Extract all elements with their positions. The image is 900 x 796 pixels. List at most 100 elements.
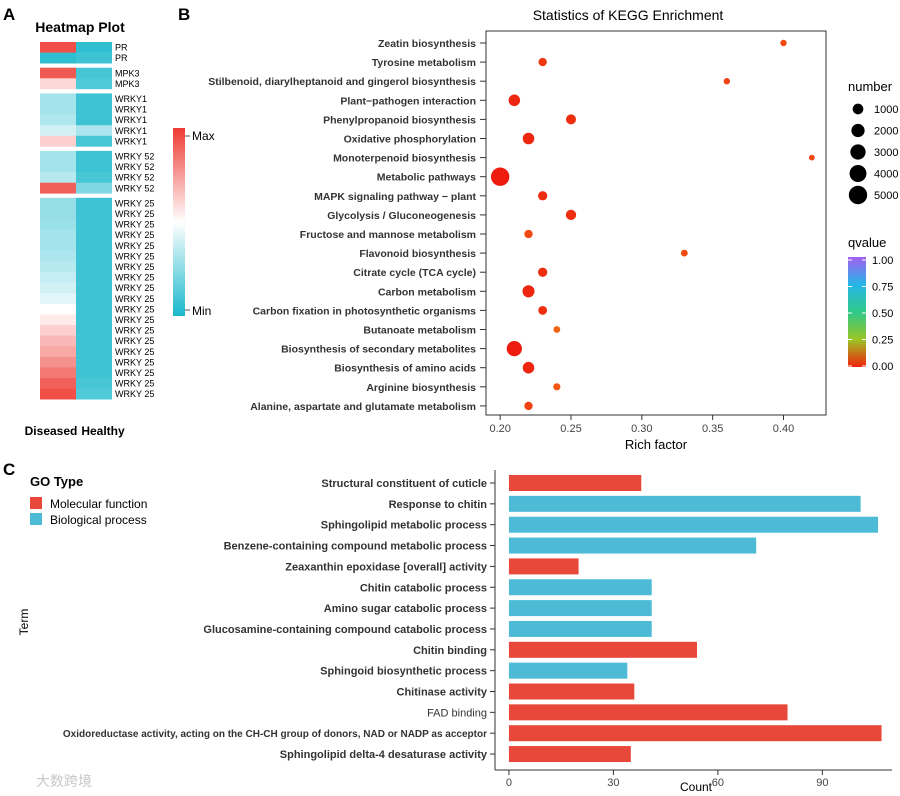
kegg-point (522, 285, 535, 298)
panel-label-b: B (178, 5, 190, 24)
heatmap-row-label: WRKY 52 (115, 173, 154, 183)
heatmap-cell (40, 388, 76, 400)
go-bar (508, 516, 879, 533)
heatmap-cell (76, 356, 112, 368)
kegg-point (780, 39, 787, 47)
heatmap-row-label: WRKY1 (115, 126, 147, 136)
kegg-pathway-label: Fructose and mannose metabolism (300, 229, 476, 241)
kegg-point (524, 229, 533, 239)
heatmap-cell (76, 250, 112, 262)
go-term-labels: Structural constituent of cuticle Respons… (63, 478, 495, 761)
heatmap-row-label: WRKY 25 (115, 304, 154, 314)
heatmap-cell (40, 250, 76, 262)
heatmap-cell (40, 367, 76, 379)
go-x-tick-label: 60 (712, 777, 724, 789)
kegg-x-tick-label: 0.35 (702, 423, 723, 435)
heatmap-cell (76, 172, 112, 183)
panel-label-a: A (3, 5, 15, 24)
heatmap-column-label-healthy: Healthy (81, 424, 125, 438)
go-bar (508, 725, 882, 742)
heatmap-key-min-label: Min (192, 304, 211, 318)
kegg-pathway-label: Flavonoid biosynthesis (359, 248, 476, 260)
heatmap-cell (76, 219, 112, 230)
heatmap-cell (40, 272, 76, 283)
kegg-pathway-label: Tyrosine metabolism (372, 57, 476, 69)
heatmap-row-label: WRKY 25 (115, 230, 154, 240)
kegg-pathway-label: Oxidative phosphorylation (344, 134, 476, 146)
kegg-pathway-label: Carbon metabolism (378, 286, 476, 298)
panel-label-c: C (3, 460, 15, 479)
heatmap-cell (40, 150, 76, 162)
go-y-axis-title: Term (17, 609, 31, 636)
heatmap-cell (76, 272, 112, 283)
heatmap-cell (76, 378, 112, 389)
go-bar (508, 537, 757, 554)
heatmap-row-labels: PRPRMPK3MPK3WRKY1WRKY1WRKY1WRKY1WRKY1WRK… (115, 43, 154, 400)
heatmap-cell (40, 229, 76, 241)
heatmap-row-label: WRKY 25 (115, 241, 154, 251)
heatmap-row-label: WRKY1 (115, 136, 147, 146)
heatmap-row-label: WRKY 25 (115, 368, 154, 378)
heatmap-cell (40, 42, 76, 53)
kegg-pathway-label: Citrate cycle (TCA cycle) (353, 267, 476, 279)
kegg-point (524, 401, 533, 411)
heatmap-row-label: WRKY1 (115, 94, 147, 104)
qvalue-tick-label: 0.75 (872, 282, 893, 294)
go-legend-label-biological: Biological process (50, 513, 147, 527)
go-term-label: Oxidoreductase activity, acting on the C… (63, 729, 487, 740)
heatmap-row-label: WRKY 25 (115, 389, 154, 399)
go-bar (508, 620, 652, 637)
go-term-label: Chitinase activity (397, 687, 488, 699)
heatmap-row-label: WRKY 52 (115, 162, 154, 172)
kegg-point (538, 267, 548, 277)
heatmap-row-label: WRKY 52 (115, 183, 154, 193)
kegg-pathway-label: Alanine, aspartate and glutamate metabol… (250, 401, 476, 413)
go-term-label: Sphingolipid metabolic process (321, 520, 487, 532)
go-legend-swatch-biological (30, 513, 42, 525)
kegg-pathway-label: Stilbenoid, diarylheptanoid and gingerol… (208, 76, 476, 88)
go-bar (508, 495, 861, 512)
heatmap-cell (40, 125, 76, 137)
heatmap-row-label: WRKY 25 (115, 294, 154, 304)
kegg-point (565, 209, 577, 221)
heatmap-cell (40, 325, 76, 336)
go-bar (508, 641, 697, 658)
size-legend-dot (851, 123, 865, 138)
heatmap-row-label: MPK3 (115, 79, 140, 89)
kegg-point (522, 132, 535, 145)
heatmap-cell (76, 229, 112, 241)
kegg-pathway-label: Zeatin biosynthesis (378, 38, 476, 50)
heatmap-cell (40, 52, 76, 64)
go-x-axis-title: Count (680, 780, 713, 794)
heatmap-row-label: WRKY 25 (115, 220, 154, 230)
heatmap-cell (76, 182, 112, 194)
go-terms-chart: GO Type Molecular function Biological pr… (17, 470, 892, 794)
kegg-point (808, 154, 815, 161)
heatmap-cell (76, 67, 112, 79)
heatmap-cell (76, 150, 112, 162)
heatmap-cell (40, 261, 76, 273)
kegg-point (538, 305, 548, 315)
heatmap-cell (76, 161, 112, 173)
go-bar (508, 704, 788, 721)
heatmap-cell (76, 52, 112, 64)
heatmap-column-label-diseased: Diseased (25, 424, 78, 438)
go-x-tick-label: 30 (607, 777, 619, 789)
heatmap-row-label: WRKY1 (115, 115, 147, 125)
go-term-label: Amino sugar catabolic process (324, 603, 487, 615)
heatmap-cell (76, 114, 112, 126)
kegg-point (538, 57, 547, 67)
size-legend: 1000 2000 3000 4000 5000 (848, 103, 898, 205)
size-legend-dot (849, 165, 867, 182)
kegg-point (680, 249, 688, 257)
go-bar (508, 579, 652, 596)
heatmap-row-label: WRKY 25 (115, 315, 154, 325)
kegg-point (490, 167, 510, 186)
kegg-x-tick-label: 0.40 (773, 423, 794, 435)
size-legend-label: 1000 (874, 104, 898, 116)
kegg-point (566, 114, 576, 125)
heatmap-row-label: WRKY 25 (115, 347, 154, 357)
kegg-points (490, 39, 815, 411)
kegg-pathway-label: Monoterpenoid biosynthesis (333, 153, 476, 165)
